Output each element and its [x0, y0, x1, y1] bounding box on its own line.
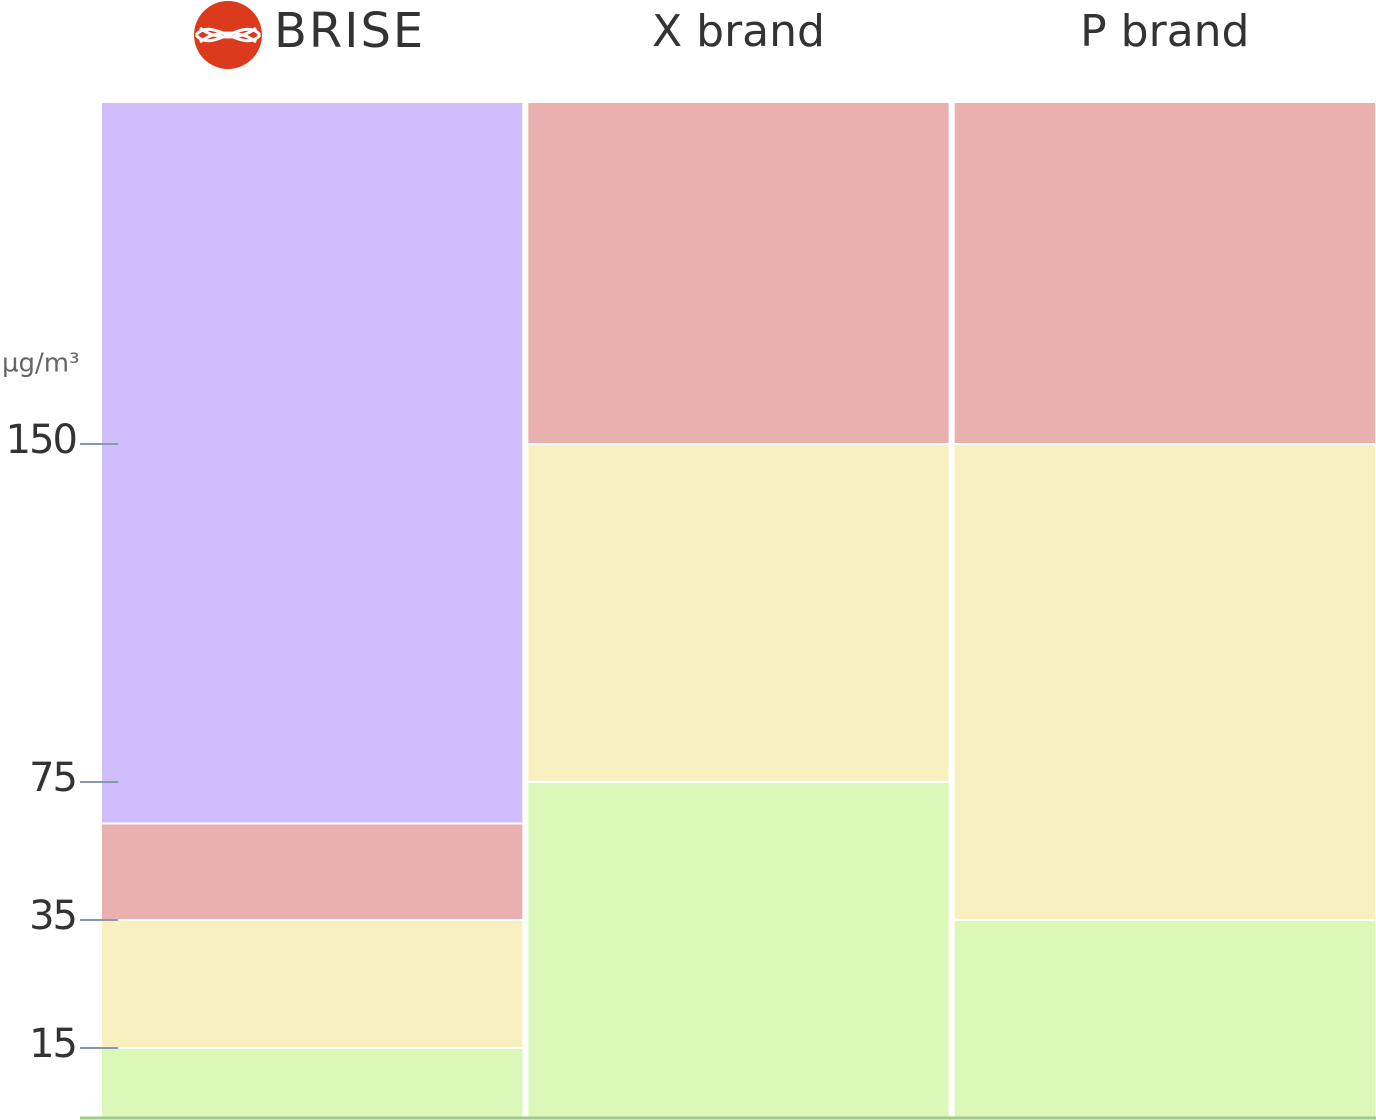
bar-segment	[952, 919, 1376, 1119]
y-axis-unit: µg/m³	[2, 349, 80, 379]
bar-segment	[526, 443, 951, 783]
bar-segment	[952, 443, 1376, 921]
bar-segment	[100, 1047, 525, 1119]
y-tick-label: 150	[6, 417, 76, 463]
x-tick-label: X brand	[652, 6, 825, 57]
bar-segment	[526, 781, 951, 1119]
x-tick-label: P brand	[1080, 6, 1249, 57]
bar-segment	[100, 822, 525, 922]
y-tick-label: 35	[29, 893, 76, 939]
bar-segment	[100, 919, 525, 1049]
bar-segment	[952, 101, 1376, 445]
x-tick-label: BRISE	[274, 3, 425, 59]
bar-segment	[526, 101, 951, 445]
brise-logo	[194, 1, 262, 69]
y-tick-label: 15	[29, 1021, 76, 1067]
y-tick-label: 75	[29, 755, 76, 801]
bar-segment	[100, 101, 525, 825]
